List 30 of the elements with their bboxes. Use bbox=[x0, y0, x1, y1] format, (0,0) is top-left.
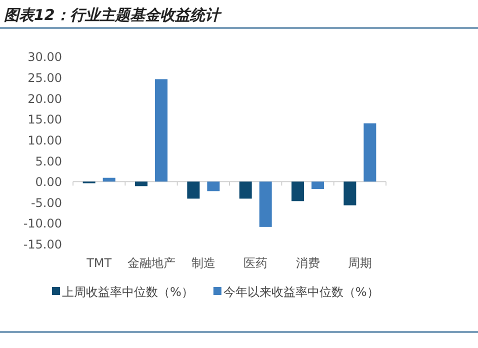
bar bbox=[207, 182, 220, 192]
y-tick-label: 5.00 bbox=[35, 154, 62, 168]
y-tick-label: 0.00 bbox=[35, 175, 62, 190]
x-tick-label: 制造 bbox=[191, 256, 216, 270]
legend-label: 上周收益率中位数（%） bbox=[62, 285, 194, 299]
x-tick-label: 医药 bbox=[244, 256, 268, 270]
bar bbox=[187, 182, 200, 199]
y-tick-label: -5.00 bbox=[30, 196, 62, 210]
bar bbox=[239, 182, 252, 199]
bar bbox=[155, 79, 168, 182]
bar bbox=[364, 123, 376, 182]
y-tick-label: 20.00 bbox=[28, 92, 62, 106]
x-tick-label: TMT bbox=[86, 256, 112, 270]
bar bbox=[135, 182, 148, 186]
bar bbox=[292, 182, 304, 202]
bar bbox=[344, 182, 356, 206]
y-tick-label: 10.00 bbox=[28, 133, 62, 148]
bar bbox=[312, 182, 324, 190]
x-tick-label: 金融地产 bbox=[127, 256, 176, 270]
y-tick-label: -10.00 bbox=[23, 216, 62, 231]
bar bbox=[259, 182, 272, 227]
x-tick-label: 消费 bbox=[296, 256, 320, 270]
x-tick-label: 周期 bbox=[348, 256, 372, 270]
legend-label: 今年以来收益率中位数（%） bbox=[223, 285, 379, 299]
chart-title: 图表12：行业主题基金收益统计 bbox=[4, 6, 222, 24]
y-tick-label: -15.00 bbox=[23, 238, 62, 252]
y-tick-label: 15.00 bbox=[28, 112, 62, 127]
y-tick-label: 30.00 bbox=[28, 50, 62, 64]
y-tick-label: 25.00 bbox=[28, 71, 62, 86]
bar bbox=[102, 178, 116, 182]
